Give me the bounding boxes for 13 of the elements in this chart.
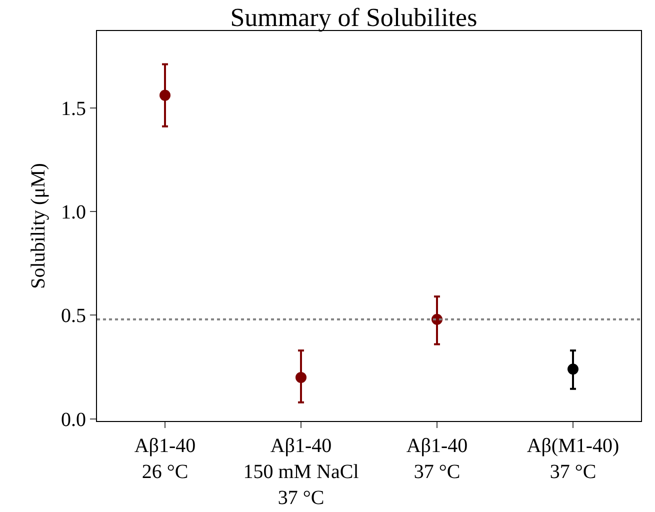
chart-title: Summary of Solubilites <box>230 2 478 32</box>
point <box>160 90 170 101</box>
x-tick-label: Aβ(M1-40) 37 °C <box>526 435 620 483</box>
point <box>296 372 306 383</box>
y-tick-label: 0.5 <box>61 305 86 328</box>
x-tick-label: Aβ1-40 150 mM NaCl 37 °C <box>243 435 360 509</box>
x-tick-label: Aβ1-40 26 °C <box>134 435 196 483</box>
x-tick-label: Aβ1-40 37 °C <box>406 435 468 483</box>
y-axis-title: Solubility (μM) <box>28 163 50 289</box>
y-tick-label: 1.5 <box>61 98 86 120</box>
y-tick-label: 0.0 <box>61 408 86 431</box>
point <box>568 364 578 375</box>
y-tick-label: 1.0 <box>61 201 86 224</box>
